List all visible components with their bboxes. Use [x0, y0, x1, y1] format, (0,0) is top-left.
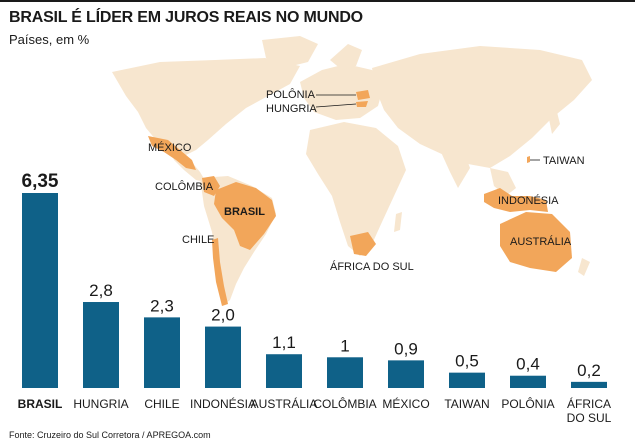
- value-label-brasil: 6,35: [22, 171, 59, 192]
- bar-africa-do-sul: [571, 381, 607, 388]
- value-label-indonesia: 2,0: [211, 306, 235, 325]
- highlight-south-africa: [350, 232, 376, 256]
- category-label-australia: AUSTRÁLIA: [251, 396, 318, 411]
- category-label-africa-do-sul-line1: ÁFRICA: [567, 396, 611, 411]
- map-label-polonia: POLÔNIA: [266, 88, 316, 101]
- land-north-america: [112, 58, 300, 156]
- highlight-australia: [500, 212, 572, 272]
- value-label-taiwan: 0,5: [455, 352, 479, 371]
- bar-mexico: [388, 360, 424, 388]
- world-map: [112, 36, 592, 306]
- land-japan: [548, 108, 560, 134]
- land-greenland: [262, 36, 318, 68]
- highlight-colombia: [202, 176, 220, 196]
- highlighted-countries: [148, 90, 572, 306]
- bar-taiwan: [449, 372, 485, 388]
- highlight-mexico: [148, 136, 196, 170]
- category-label-colombia: COLÔMBIA: [313, 396, 376, 411]
- bar-polonia: [510, 375, 546, 388]
- map-label-taiwan: TAIWAN: [543, 155, 585, 167]
- land-se-asia: [490, 168, 516, 196]
- value-label-hungria: 2,8: [89, 281, 113, 300]
- highlight-chile: [212, 238, 228, 306]
- category-label-taiwan: TAIWAN: [444, 397, 489, 411]
- highlight-indonesia: [484, 188, 548, 212]
- map-label-hungria: HUNGRIA: [266, 103, 317, 115]
- highlight-poland: [356, 90, 370, 100]
- highlight-brasil: [214, 182, 276, 250]
- category-label-indonesia: INDONÉSIA: [190, 396, 256, 411]
- land-scandinavia: [330, 44, 362, 70]
- chart-subtitle: Países, em %: [9, 32, 90, 47]
- map-label-indonesia: INDONÉSIA: [498, 194, 559, 207]
- source-note: Fonte: Cruzeiro do Sul Corretora / APREG…: [9, 430, 211, 440]
- land-asia: [372, 46, 592, 168]
- value-label-colombia: 1: [340, 336, 349, 355]
- land-madagascar: [394, 212, 402, 232]
- map-label-africa-do-sul: ÁFRICA DO SUL: [330, 260, 414, 273]
- land-new-zealand: [578, 258, 590, 276]
- category-label-mexico: MÉXICO: [382, 396, 429, 411]
- map-label-colombia: COLÔMBIA: [155, 180, 214, 193]
- value-label-africa-do-sul: 0,2: [577, 361, 601, 380]
- bar-hungria: [83, 302, 119, 388]
- bars-layer: 6,35 BRASIL 2,8 HUNGRIA 2,3 CHILE 2,0 INDONÉSIA…: [18, 171, 612, 425]
- map-label-brasil: BRASIL: [224, 206, 265, 218]
- category-label-chile: CHILE: [144, 397, 179, 411]
- map-labels: POLÔNIA HUNGRIA MÉXICO TAIWAN COLÔMBIA B…: [148, 88, 585, 273]
- bar-indonesia: [205, 326, 241, 388]
- highlight-taiwan: [527, 156, 530, 163]
- map-label-australia: AUSTRÁLIA: [510, 235, 572, 248]
- value-label-australia: 1,1: [272, 333, 296, 352]
- chart-title: BRASIL É LÍDER EM JUROS REAIS NO MUNDO: [9, 9, 363, 26]
- top-rule: [0, 0, 635, 2]
- category-label-africa-do-sul-line2: DO SUL: [567, 411, 612, 425]
- category-label-brasil: BRASIL: [18, 397, 63, 411]
- value-label-chile: 2,3: [150, 296, 174, 315]
- bar-chile: [144, 317, 180, 388]
- bar-brasil: [22, 193, 58, 388]
- value-label-polonia: 0,4: [516, 355, 540, 374]
- map-label-chile: CHILE: [182, 234, 214, 246]
- value-label-mexico: 0,9: [394, 339, 418, 358]
- bar-australia: [266, 354, 302, 388]
- category-label-polonia: POLÔNIA: [501, 396, 554, 411]
- bar-colombia: [327, 357, 363, 388]
- map-leader-lines: [315, 94, 540, 161]
- land-africa: [306, 122, 406, 256]
- category-label-hungria: HUNGRIA: [73, 397, 128, 411]
- land-india: [440, 150, 470, 188]
- highlight-hungary: [356, 101, 368, 107]
- map-label-mexico: MÉXICO: [148, 141, 192, 154]
